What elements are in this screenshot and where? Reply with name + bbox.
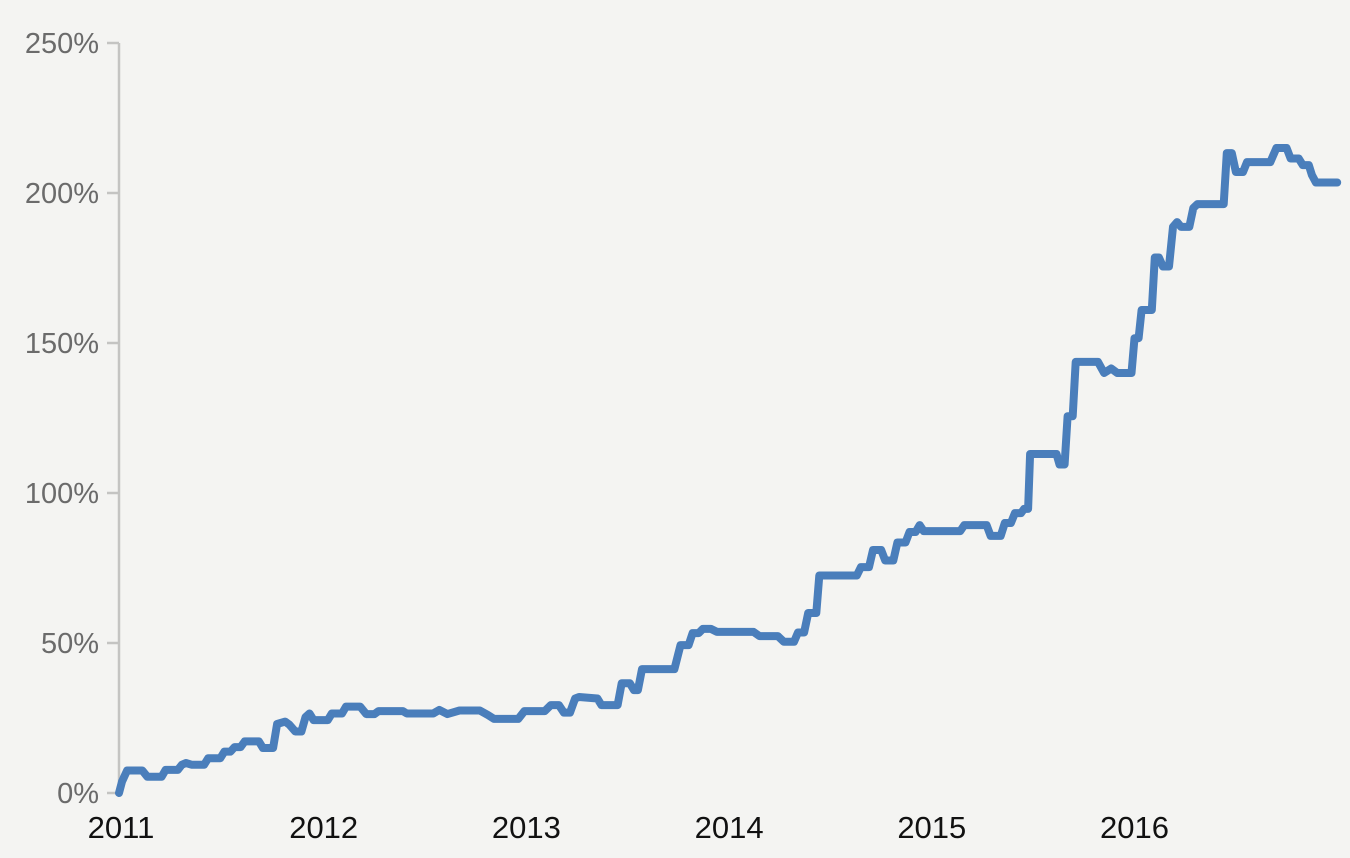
y-axis-tick-label: 250% (25, 28, 99, 60)
y-axis-tick-label: 100% (25, 478, 99, 510)
x-axis-tick-label: 2015 (897, 810, 966, 845)
y-axis-tick-label: 50% (41, 628, 99, 660)
y-axis-tick-label: 0% (57, 778, 99, 810)
series-line-cumulative-percent-growth (115, 144, 1342, 797)
x-axis-tick-label: 2014 (695, 810, 764, 845)
x-axis-tick-label: 2013 (492, 810, 561, 845)
y-axis-tick-label: 150% (25, 328, 99, 360)
x-axis-tick-label: 2012 (289, 810, 358, 845)
x-axis-tick-label: 2016 (1100, 810, 1169, 845)
x-axis-tick-label: 2011 (88, 810, 155, 845)
y-axis-tick-label: 200% (25, 178, 99, 210)
